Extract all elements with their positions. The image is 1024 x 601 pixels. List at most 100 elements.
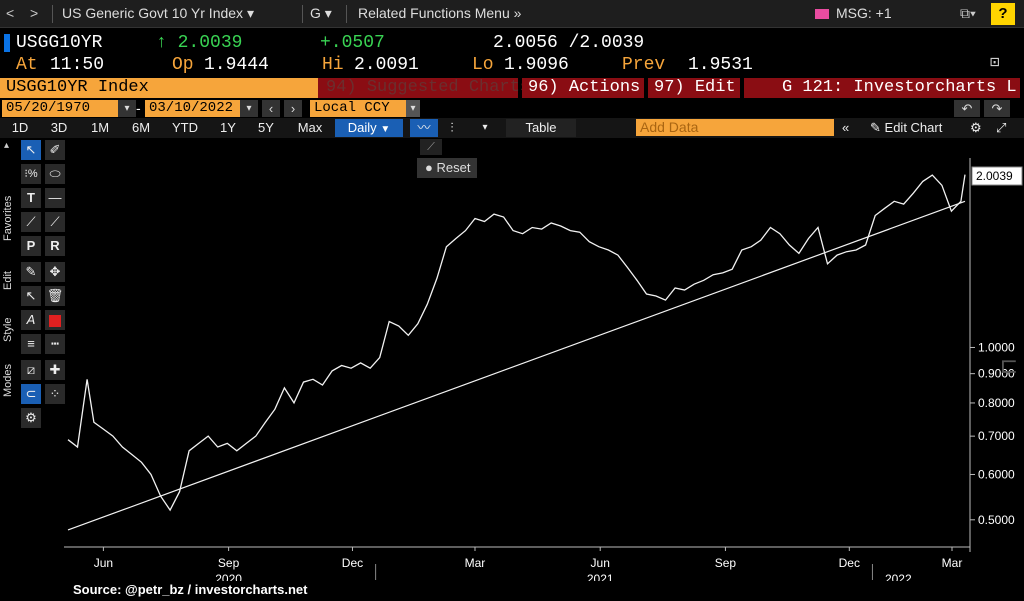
- security-action-bar: USGG10YR Index 94) Suggested Charts 96) …: [0, 78, 1024, 98]
- r-marker-icon[interactable]: R: [45, 236, 65, 256]
- last-value-label: 2.0039: [976, 169, 1013, 183]
- suggested-charts-label: Suggested Charts: [366, 78, 531, 97]
- period-3d[interactable]: 3D: [50, 120, 68, 135]
- eraser-icon[interactable]: ⧄: [21, 360, 41, 380]
- reset-dot-icon: ●: [425, 160, 433, 175]
- g-menu[interactable]: G ▾: [310, 5, 332, 21]
- bar-chart-icon[interactable]: ⫶: [450, 120, 454, 135]
- dots-icon[interactable]: ⁘: [45, 384, 65, 404]
- window-title-bar: < > US Generic Govt 10 Yr Index ▾ G ▾ Re…: [0, 0, 1024, 28]
- text-tool-icon[interactable]: T: [21, 188, 41, 208]
- period-1m[interactable]: 1M: [90, 120, 110, 135]
- end-date-input[interactable]: 03/10/2022: [145, 100, 245, 117]
- back-arrow-icon[interactable]: <: [6, 5, 15, 21]
- font-style-icon[interactable]: A: [21, 310, 41, 330]
- currency-select[interactable]: Local CCY: [310, 100, 406, 117]
- settings-icon[interactable]: ⚙: [970, 120, 982, 135]
- actions-number: 96): [528, 78, 559, 97]
- gear-icon[interactable]: ⚙: [21, 408, 41, 428]
- calendar-dropdown-icon[interactable]: ▾: [118, 100, 136, 117]
- zoom-icon[interactable]: ⤢: [996, 120, 1007, 135]
- ellipse-icon[interactable]: ⬭: [45, 164, 65, 184]
- y-axis: 1.0000 0.9000 0.8000 0.7000 0.6000 0.5000 ⊔: [969, 158, 1022, 552]
- period-6m[interactable]: 6M: [131, 120, 151, 135]
- period-ytd[interactable]: YTD: [172, 120, 198, 135]
- line-chart-icon[interactable]: 〰: [410, 119, 438, 137]
- last-price-value: 2.0039: [177, 33, 243, 53]
- period-1y[interactable]: 1Y: [220, 120, 236, 135]
- fib-percent-icon[interactable]: ⁝%: [21, 164, 41, 184]
- y-tick-label: 0.8000: [978, 396, 1015, 410]
- caret-up-icon[interactable]: ▴: [4, 140, 10, 151]
- magnet-icon[interactable]: ⊂: [21, 384, 41, 404]
- undo-icon[interactable]: ↶: [954, 100, 980, 117]
- edit-chart-button[interactable]: ✎ Edit Chart: [870, 119, 942, 137]
- chart-title-tab[interactable]: G 121: Investorcharts L: [744, 78, 1020, 98]
- p-marker-icon[interactable]: P: [21, 236, 41, 256]
- previous-period-button[interactable]: ‹: [262, 100, 280, 117]
- trend-line-icon[interactable]: ⟋: [21, 212, 41, 232]
- divider: [346, 5, 347, 23]
- ticker: USGG10YR: [16, 33, 103, 53]
- brush-icon[interactable]: ✎: [21, 262, 41, 282]
- date-range-row: 05/20/1970 ▾ - 03/10/2022 ▾ ‹ › Local CC…: [0, 99, 1024, 118]
- chevron-down-icon[interactable]: ▾: [482, 122, 488, 133]
- period-5y[interactable]: 5Y: [258, 120, 274, 135]
- help-button[interactable]: ?: [991, 3, 1015, 25]
- last-value-tag: 2.0039: [971, 166, 1023, 186]
- trash-icon[interactable]: 🗑: [45, 286, 65, 306]
- period-max[interactable]: Max: [297, 120, 323, 135]
- related-functions-menu[interactable]: Related Functions Menu »: [358, 5, 522, 21]
- add-data-input[interactable]: Add Data: [636, 119, 834, 136]
- next-period-button[interactable]: ›: [284, 100, 302, 117]
- price-series-line: [67, 174, 966, 512]
- source-caption: Source: @petr_bz / investorcharts.net: [73, 582, 308, 597]
- divider: [52, 5, 53, 23]
- ray-line-icon[interactable]: ⟋: [45, 212, 65, 232]
- actions-menu[interactable]: 96) Actions ▾: [522, 78, 657, 98]
- window-popout-icon[interactable]: ⧉▾: [960, 5, 976, 21]
- line-style-icon[interactable]: ┅: [45, 334, 65, 354]
- trend-line: [67, 200, 966, 531]
- at-time: 11:50: [50, 55, 105, 75]
- plot-area: [67, 174, 966, 531]
- calendar-dropdown-icon[interactable]: ▾: [240, 100, 258, 117]
- line-weight-icon[interactable]: ≡: [21, 334, 41, 354]
- redo-icon[interactable]: ↷: [984, 100, 1010, 117]
- related-functions-label: Related Functions Menu: [358, 5, 510, 21]
- quote-header: USGG10YR ↑ 2.0039 +.0507 2.0056 /2.0039 …: [0, 30, 1024, 78]
- last-value-box: [971, 166, 1023, 186]
- suggested-charts-button[interactable]: 94) Suggested Charts: [318, 78, 530, 98]
- cursor-plus-icon[interactable]: ↖: [21, 286, 41, 306]
- bid-ask: 2.0056 /2.0039: [493, 33, 645, 53]
- frequency-label: Daily: [347, 120, 377, 135]
- message-count[interactable]: MSG: +1: [836, 5, 892, 21]
- move-icon[interactable]: ✥: [45, 262, 65, 282]
- frequency-select[interactable]: Daily ▼: [335, 119, 403, 137]
- x-tick-label: Dec: [342, 556, 363, 570]
- suggested-charts-number: 94): [326, 78, 357, 97]
- color-swatch-icon[interactable]: [45, 310, 65, 330]
- crosshair-plus-icon[interactable]: ✚: [45, 360, 65, 380]
- edit-number: 97): [654, 78, 685, 97]
- horizontal-line-icon[interactable]: —: [45, 188, 65, 208]
- table-button[interactable]: Table: [506, 119, 576, 137]
- expand-icon[interactable]: ⊡: [990, 54, 1000, 72]
- envelope-icon: [815, 9, 829, 19]
- chevron-down-icon: ▼: [380, 124, 391, 135]
- draw-pen-icon[interactable]: ✐: [45, 140, 65, 160]
- collapse-icon[interactable]: «: [842, 120, 850, 135]
- edit-menu[interactable]: 97) Edit ▾: [648, 78, 752, 98]
- forward-arrow-icon[interactable]: >: [30, 5, 39, 21]
- period-1d[interactable]: 1D: [11, 120, 29, 135]
- security-title-menu[interactable]: US Generic Govt 10 Yr Index ▾: [62, 5, 254, 21]
- pointer-icon[interactable]: ↖: [21, 140, 41, 160]
- price-chart[interactable]: 1.0000 0.9000 0.8000 0.7000 0.6000 0.5000 ⊔ Ju…: [0, 138, 1024, 581]
- reset-button[interactable]: ● Reset: [417, 158, 477, 178]
- reset-label: Reset: [436, 160, 471, 175]
- start-date-input[interactable]: 05/20/1970: [2, 100, 132, 117]
- chevron-down-icon[interactable]: ▾: [406, 100, 420, 117]
- y-tick-label: 0.7000: [978, 429, 1015, 443]
- open-value: 1.9444: [204, 55, 269, 75]
- chart-type-mini-icon[interactable]: ⟋: [420, 139, 442, 155]
